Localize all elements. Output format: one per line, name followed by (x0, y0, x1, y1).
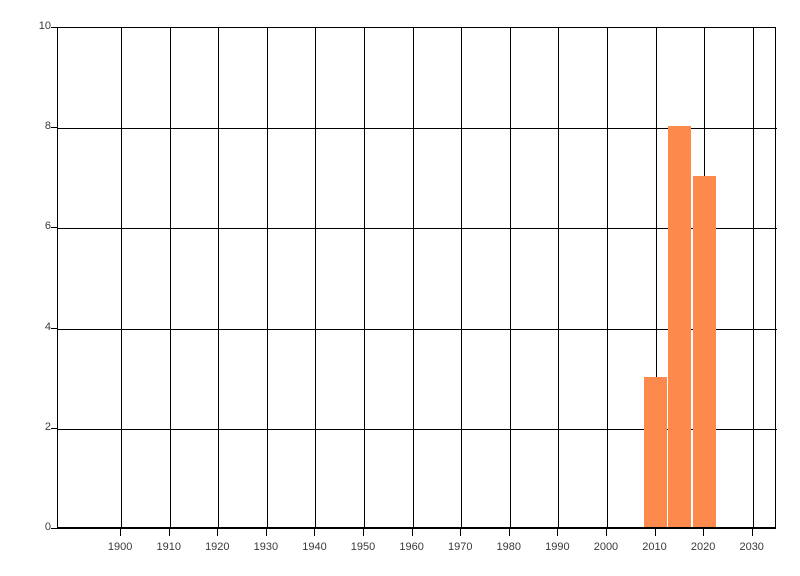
y-tick-label: 4 (44, 320, 51, 333)
x-tick-mark (168, 528, 170, 536)
x-tick-label: 1900 (107, 541, 133, 553)
gridline-horizontal (58, 128, 777, 130)
y-tick-mark (51, 27, 57, 28)
bar-2020[interactable] (692, 176, 716, 527)
y-tick-mark (51, 427, 57, 429)
x-tick-label: 1990 (545, 541, 570, 553)
gridline-vertical (752, 28, 754, 529)
x-tick-mark (557, 528, 559, 536)
y-tick-label: 6 (44, 220, 51, 233)
x-tick-mark (363, 528, 365, 536)
x-tick-label: 1930 (253, 541, 279, 553)
x-tick-mark (751, 528, 753, 536)
gridline-vertical (606, 28, 608, 529)
gridline-vertical (461, 28, 463, 529)
gridline-vertical (364, 28, 366, 529)
y-tick-label: 8 (44, 120, 51, 133)
bar-2015[interactable] (668, 126, 692, 527)
x-tick-mark (411, 528, 413, 536)
x-tick-label: 1950 (350, 541, 376, 553)
x-tick-label: 1960 (399, 541, 424, 553)
y-tick-mark (51, 327, 57, 329)
x-tick-label: 1910 (156, 541, 181, 553)
gridline-vertical (412, 28, 414, 529)
bar-2010[interactable] (644, 376, 668, 527)
x-tick-mark (605, 528, 607, 536)
x-tick-mark (654, 528, 656, 536)
gridline-vertical (169, 28, 171, 529)
gridline-horizontal (58, 228, 777, 230)
x-tick-mark (265, 528, 267, 536)
y-tick-mark (51, 127, 57, 129)
y-tick-mark (51, 528, 57, 529)
y-tick-label: 10 (38, 20, 51, 32)
gridline-vertical (121, 28, 123, 529)
gridline-vertical (655, 28, 657, 529)
x-tick-label: 1980 (496, 541, 522, 553)
x-tick-mark (314, 528, 316, 536)
y-tick-label: 2 (44, 420, 51, 433)
gridline-vertical (218, 28, 220, 529)
x-tick-label: 1920 (205, 541, 230, 553)
x-tick-mark (217, 528, 219, 536)
x-tick-mark (460, 528, 462, 536)
x-axis-line (57, 528, 776, 529)
gridline-vertical (509, 28, 511, 529)
x-tick-mark (703, 528, 705, 536)
x-tick-label: 1940 (302, 541, 327, 553)
gridline-vertical (266, 28, 268, 529)
y-tick-mark (51, 227, 57, 229)
plot-area (57, 27, 777, 529)
x-tick-label: 2030 (739, 541, 764, 553)
x-tick-label: 2020 (690, 541, 716, 553)
gridline-horizontal (58, 328, 777, 330)
gridline-vertical (558, 28, 560, 529)
x-tick-mark (120, 528, 122, 536)
y-tick-label: 0 (44, 521, 51, 533)
gridline-vertical (315, 28, 317, 529)
x-tick-label: 2010 (642, 541, 667, 553)
x-tick-label: 2000 (593, 541, 619, 553)
x-tick-mark (508, 528, 510, 536)
gridline-horizontal (58, 428, 777, 430)
x-tick-label: 1970 (447, 541, 473, 553)
